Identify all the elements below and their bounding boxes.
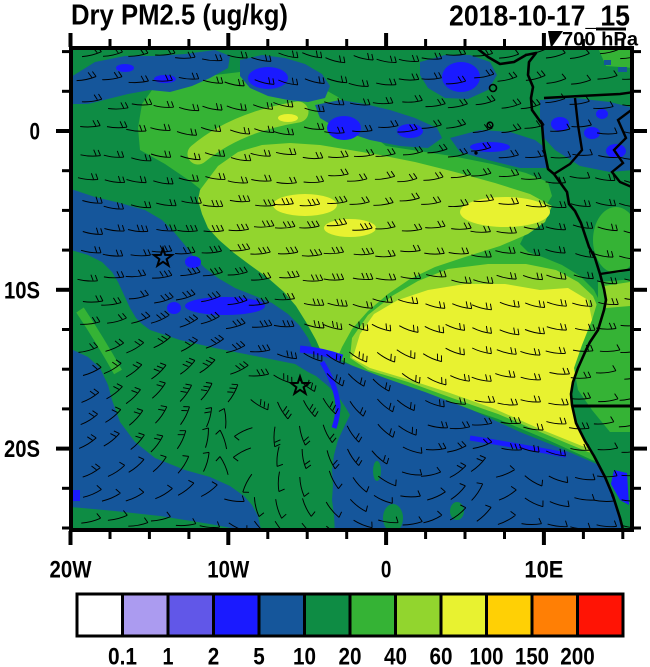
svg-text:10W: 10W [207,557,249,584]
svg-text:Dry PM2.5 (ug/kg): Dry PM2.5 (ug/kg) [71,0,288,32]
svg-text:20S: 20S [4,436,40,463]
svg-text:100: 100 [470,644,504,667]
svg-text:10E: 10E [524,557,563,584]
svg-text:20W: 20W [50,557,92,584]
svg-text:10: 10 [293,644,316,667]
svg-text:700 hPa: 700 hPa [562,29,638,51]
svg-text:200: 200 [560,644,595,667]
svg-text:20: 20 [339,644,362,667]
svg-text:5: 5 [253,644,265,667]
svg-text:150: 150 [515,644,549,667]
svg-text:10S: 10S [4,277,40,304]
svg-text:2: 2 [208,644,220,667]
svg-text:1: 1 [163,644,174,667]
svg-text:60: 60 [430,644,453,667]
svg-text:0: 0 [381,557,392,584]
svg-text:0.1: 0.1 [108,644,137,667]
svg-text:40: 40 [384,644,407,667]
svg-text:0: 0 [30,119,41,146]
svg-text:2018-10-17_15: 2018-10-17_15 [449,1,630,33]
